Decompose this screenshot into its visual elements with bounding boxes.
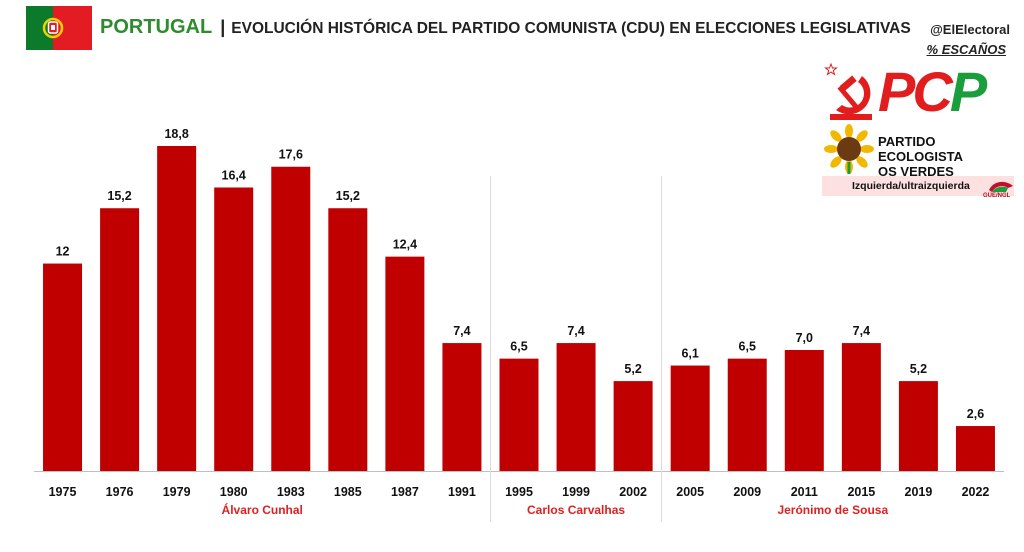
- bar-1987: [385, 256, 425, 471]
- gue-ngl-label: GUE/NGL: [983, 193, 1011, 199]
- bar-1979: [157, 146, 197, 471]
- x-tick-label-2019: 2019: [905, 485, 933, 499]
- pev-logo-text: PARTIDO ECOLOGISTA OS VERDES: [878, 134, 1014, 179]
- bar-1985: [328, 208, 368, 471]
- x-tick-label-1985: 1985: [334, 485, 362, 499]
- x-tick-label-1979: 1979: [163, 485, 191, 499]
- chart-header: PORTUGAL | EVOLUCIÓN HISTÓRICA DEL PARTIDO…: [100, 16, 911, 39]
- bar-1975: [43, 263, 83, 471]
- value-label-1999: 7,4: [567, 324, 584, 338]
- value-label-1995: 6,5: [510, 340, 527, 354]
- value-label-2011: 7,0: [796, 331, 813, 345]
- bar-2005: [670, 365, 710, 471]
- gue-ngl-logo-icon: [989, 181, 1013, 192]
- x-tick-label-1987: 1987: [391, 485, 419, 499]
- value-label-1983: 17,6: [279, 148, 303, 162]
- bar-1999: [556, 343, 596, 471]
- pev-line1: PARTIDO ECOLOGISTA: [878, 134, 963, 164]
- x-tick-label-2009: 2009: [733, 485, 761, 499]
- leader-label: Jerónimo de Sousa: [777, 503, 889, 517]
- x-tick-label-1980: 1980: [220, 485, 248, 499]
- x-tick-label-2015: 2015: [847, 485, 875, 499]
- x-tick-label-1995: 1995: [505, 485, 533, 499]
- bar-2009: [727, 358, 767, 471]
- x-tick-label-2011: 2011: [791, 485, 818, 499]
- value-label-2002: 5,2: [624, 362, 641, 376]
- value-label-1980: 16,4: [222, 168, 246, 182]
- value-label-2015: 7,4: [853, 324, 870, 338]
- country-label: PORTUGAL: [100, 16, 213, 38]
- bar-1991: [442, 343, 482, 471]
- leader-label: Álvaro Cunhal: [221, 503, 303, 517]
- header-separator: |: [220, 17, 226, 37]
- chart-subtitle: % ESCAÑOS: [926, 42, 1006, 57]
- value-label-1985: 15,2: [336, 189, 360, 203]
- bar-2022: [955, 426, 995, 471]
- value-label-2019: 5,2: [910, 362, 927, 376]
- sunflower-icon: [824, 124, 874, 174]
- pev-line2: OS VERDES: [878, 164, 954, 179]
- pcp-logo-text: PCP: [878, 60, 987, 123]
- ideology-label: Izquierda/ultraizquierda: [822, 176, 1014, 196]
- x-tick-label-1983: 1983: [277, 485, 305, 499]
- x-tick-label-1999: 1999: [562, 485, 590, 499]
- party-logos: PCP PARTIDO ECOLOGISTA OS VERDES Izquier…: [822, 60, 1014, 196]
- x-tick-label-2005: 2005: [676, 485, 704, 499]
- bar-1976: [100, 208, 140, 471]
- bar-1980: [214, 187, 254, 471]
- bar-1995: [499, 358, 539, 471]
- value-label-1976: 15,2: [107, 189, 131, 203]
- bar-2002: [613, 381, 653, 471]
- portugal-flag-icon: [26, 6, 92, 50]
- bar-1983: [271, 166, 311, 471]
- chart-title: EVOLUCIÓN HISTÓRICA DEL PARTIDO COMUNIST…: [231, 20, 911, 37]
- value-label-2005: 6,1: [681, 347, 698, 361]
- value-label-1975: 12: [56, 245, 70, 259]
- bar-2011: [784, 349, 824, 471]
- value-label-2009: 6,5: [739, 340, 756, 354]
- bar-2019: [898, 381, 938, 471]
- value-label-1979: 18,8: [164, 127, 188, 141]
- hammer-sickle-icon: [824, 62, 872, 120]
- value-label-2022: 2,6: [967, 407, 984, 421]
- value-label-1987: 12,4: [393, 238, 417, 252]
- x-tick-label-1976: 1976: [106, 485, 134, 499]
- author-handle: @ElElectoral: [930, 22, 1010, 37]
- x-tick-label-2022: 2022: [962, 485, 990, 499]
- x-tick-label-1991: 1991: [448, 485, 476, 499]
- leader-label: Carlos Carvalhas: [527, 503, 626, 517]
- x-tick-label-2002: 2002: [619, 485, 647, 499]
- value-label-1991: 7,4: [453, 324, 470, 338]
- x-tick-label-1975: 1975: [49, 485, 77, 499]
- bar-2015: [841, 343, 881, 471]
